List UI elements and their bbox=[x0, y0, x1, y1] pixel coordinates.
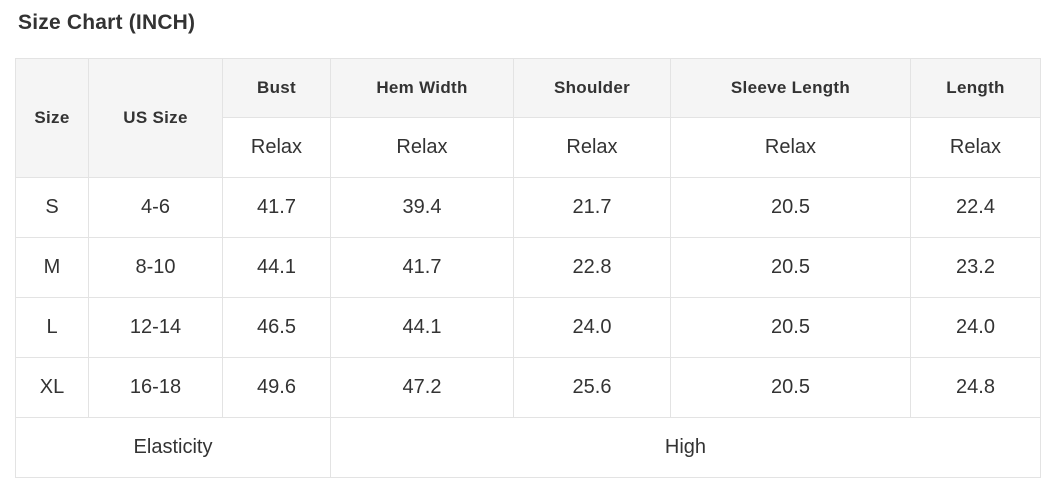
column-header-bust: Bust bbox=[222, 58, 331, 118]
page-title: Size Chart (INCH) bbox=[18, 11, 196, 34]
us-size-cell: 4-6 bbox=[88, 177, 223, 238]
hem-width-cell: 41.7 bbox=[330, 237, 514, 298]
hem-width-cell: 44.1 bbox=[330, 297, 514, 358]
bust-cell: 49.6 bbox=[222, 357, 331, 418]
bust-cell: 46.5 bbox=[222, 297, 331, 358]
sleeve-length-cell: 20.5 bbox=[670, 357, 911, 418]
sleeve-length-cell: 20.5 bbox=[670, 237, 911, 298]
shoulder-cell: 22.8 bbox=[513, 237, 671, 298]
length-cell: 23.2 bbox=[910, 237, 1041, 298]
size-cell: XL bbox=[15, 357, 89, 418]
size-cell: L bbox=[15, 297, 89, 358]
size-cell: S bbox=[15, 177, 89, 238]
column-header-hem-width: Hem Width bbox=[330, 58, 514, 118]
elasticity-label: Elasticity bbox=[15, 417, 331, 478]
bust-cell: 41.7 bbox=[222, 177, 331, 238]
fit-type-hem-width: Relax bbox=[330, 117, 514, 178]
table-row-xl: XL 16-18 49.6 47.2 25.6 20.5 24.8 bbox=[15, 357, 1041, 418]
fit-type-length: Relax bbox=[910, 117, 1041, 178]
fit-type-shoulder: Relax bbox=[513, 117, 671, 178]
hem-width-cell: 39.4 bbox=[330, 177, 514, 238]
hem-width-cell: 47.2 bbox=[330, 357, 514, 418]
elasticity-value: High bbox=[330, 417, 1041, 478]
sleeve-length-cell: 20.5 bbox=[670, 297, 911, 358]
length-cell: 22.4 bbox=[910, 177, 1041, 238]
column-header-size: Size bbox=[15, 58, 89, 178]
shoulder-cell: 21.7 bbox=[513, 177, 671, 238]
fit-type-bust: Relax bbox=[222, 117, 331, 178]
fit-type-sleeve-length: Relax bbox=[670, 117, 911, 178]
us-size-cell: 16-18 bbox=[88, 357, 223, 418]
fit-type-row: Relax Relax Relax Relax Relax bbox=[16, 117, 1041, 178]
bust-cell: 44.1 bbox=[222, 237, 331, 298]
length-cell: 24.8 bbox=[910, 357, 1041, 418]
table-row-s: S 4-6 41.7 39.4 21.7 20.5 22.4 bbox=[15, 177, 1041, 238]
column-header-shoulder: Shoulder bbox=[513, 58, 671, 118]
us-size-cell: 8-10 bbox=[88, 237, 223, 298]
size-chart-table: Size US Size Bust Hem Width Shoulder Sle… bbox=[15, 58, 1041, 478]
us-size-cell: 12-14 bbox=[88, 297, 223, 358]
length-cell: 24.0 bbox=[910, 297, 1041, 358]
elasticity-row: Elasticity High bbox=[15, 417, 1041, 478]
column-header-us-size: US Size bbox=[88, 58, 223, 178]
shoulder-cell: 24.0 bbox=[513, 297, 671, 358]
table-row-m: M 8-10 44.1 41.7 22.8 20.5 23.2 bbox=[15, 237, 1041, 298]
table-row-l: L 12-14 46.5 44.1 24.0 20.5 24.0 bbox=[15, 297, 1041, 358]
header-row: Size US Size Bust Hem Width Shoulder Sle… bbox=[15, 58, 1041, 178]
column-header-length: Length bbox=[910, 58, 1041, 118]
column-header-sleeve-length: Sleeve Length bbox=[670, 58, 911, 118]
size-cell: M bbox=[15, 237, 89, 298]
shoulder-cell: 25.6 bbox=[513, 357, 671, 418]
sleeve-length-cell: 20.5 bbox=[670, 177, 911, 238]
